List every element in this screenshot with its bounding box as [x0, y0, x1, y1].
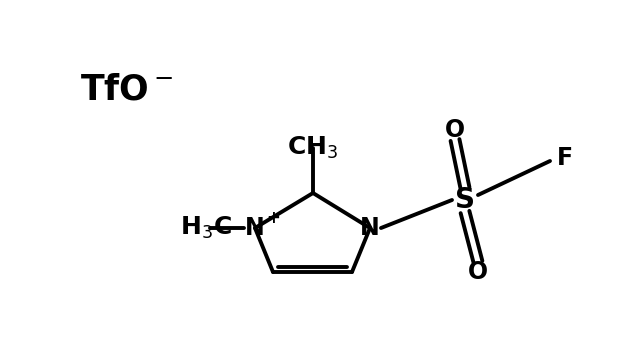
Text: S: S	[455, 186, 475, 214]
Text: O: O	[445, 118, 465, 142]
Text: CH$_3$: CH$_3$	[287, 135, 339, 161]
Text: N: N	[245, 216, 265, 240]
Text: F: F	[557, 146, 573, 170]
Text: +: +	[266, 209, 280, 227]
Text: H$_3$C: H$_3$C	[180, 215, 232, 241]
Text: N: N	[360, 216, 380, 240]
Text: O: O	[468, 260, 488, 284]
Text: TfO$^-$: TfO$^-$	[80, 73, 173, 107]
